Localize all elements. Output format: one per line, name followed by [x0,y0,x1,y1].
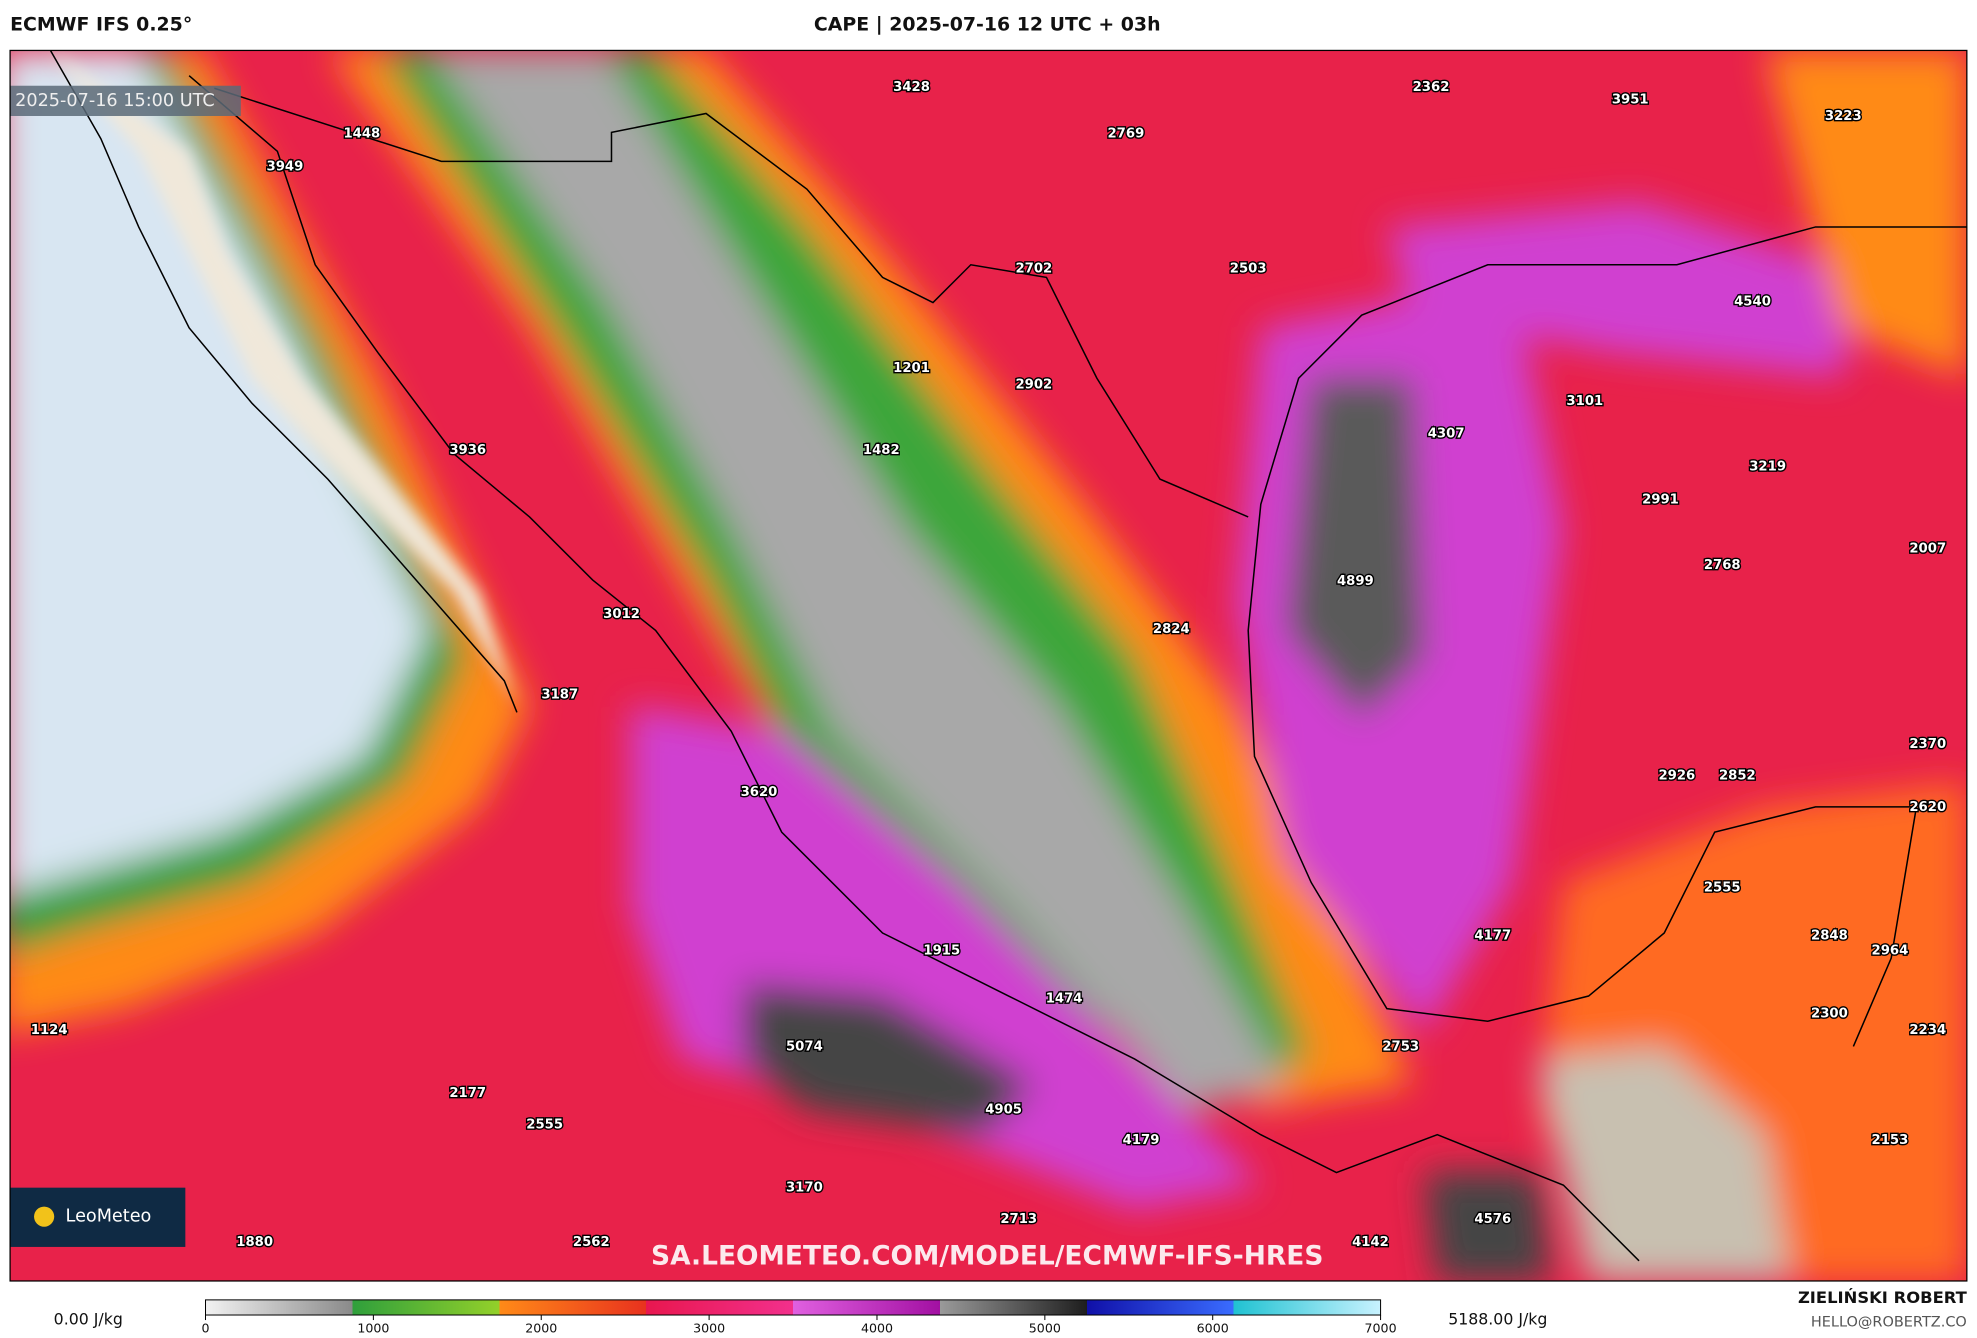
colorbar-tick-label: 5000 [1029,1320,1061,1335]
value-label: 4177 [1474,929,1511,944]
value-label: 1124 [31,1023,68,1038]
value-label: 3170 [786,1181,823,1196]
colorbar-tick-label: 6000 [1197,1320,1229,1335]
value-label: 2153 [1872,1133,1909,1148]
value-label: 2702 [1015,262,1052,277]
map-frame [9,49,1968,1282]
valid-time: 2025-07-16 15:00 UTC [15,91,215,111]
value-label: 5074 [786,1039,823,1054]
value-label: 3223 [1825,109,1862,124]
value-label: 2234 [1909,1023,1946,1038]
value-label: 2555 [1704,881,1741,896]
colorbar-tick-label: 2000 [525,1320,557,1335]
value-label: 2713 [1000,1212,1037,1227]
value-label: 1915 [923,944,960,959]
value-label: 4142 [1352,1235,1389,1250]
colorbar-tick-label: 1000 [357,1320,389,1335]
value-label: 2300 [1811,1007,1848,1022]
value-label: 2926 [1658,768,1695,783]
value-label: 1448 [343,127,380,142]
logo: LeoMeteo [66,1207,152,1227]
value-label: 2562 [573,1235,610,1250]
colorbar [205,1299,1382,1316]
colorbar-tick-label: 7000 [1365,1320,1397,1335]
map: 2025-07-16 15:00 UTC 3428 2362 3951 3223 144… [10,50,1967,1281]
contact: HELLO@ROBERTZ.CO [1811,1315,1967,1331]
value-label: 2370 [1909,737,1946,752]
colorbar-tick-label: 4000 [861,1320,893,1335]
watermark: SA.LEOMETEO.COM/MODEL/ECMWF-IFS-HRES [651,1241,1323,1272]
value-label: 2362 [1413,80,1450,95]
value-label: 2503 [1230,262,1267,277]
value-label: 1482 [863,443,900,458]
value-label: 2769 [1107,127,1144,142]
value-label: 2177 [449,1086,486,1101]
colorbar-tick-label: 3000 [693,1320,725,1335]
map-title: CAPE | 2025-07-16 12 UTC + 03h [814,14,1161,36]
author: ZIELIŃSKI ROBERT [1798,1288,1968,1307]
value-label: 3428 [893,80,930,95]
value-label: 4905 [985,1103,1022,1118]
value-label: 4899 [1337,574,1374,589]
value-label: 2007 [1909,541,1946,556]
value-label: 3187 [541,688,578,703]
colorbar-min: 0.00 J/kg [54,1310,123,1329]
value-label: 2902 [1015,378,1052,393]
value-label: 2852 [1719,768,1756,783]
value-label: 1201 [893,361,930,376]
value-label: 2824 [1153,622,1190,637]
value-label: 3219 [1749,459,1786,474]
value-label: 4540 [1734,294,1771,309]
value-label: 2964 [1872,944,1909,959]
value-label: 1880 [236,1235,273,1250]
value-label: 2991 [1642,492,1679,507]
value-label: 3949 [267,159,304,174]
value-label: 3951 [1612,93,1649,108]
value-label: 4307 [1428,427,1465,442]
value-label: 4179 [1123,1133,1160,1148]
colorbar-max: 5188.00 J/kg [1448,1310,1547,1329]
value-label: 1474 [1046,992,1083,1007]
value-label: 2555 [526,1118,563,1133]
value-label: 2848 [1811,929,1848,944]
value-label: 2768 [1704,558,1741,573]
model-name: ECMWF IFS 0.25° [10,14,192,36]
value-label: 2620 [1909,800,1946,815]
value-label: 3101 [1566,394,1603,409]
value-label: 4576 [1474,1212,1511,1227]
value-label: 3012 [603,607,640,622]
value-label: 3620 [741,785,778,800]
value-label: 3936 [449,443,486,458]
colorbar-tick-label: 0 [202,1320,210,1335]
value-label: 2753 [1382,1039,1419,1054]
